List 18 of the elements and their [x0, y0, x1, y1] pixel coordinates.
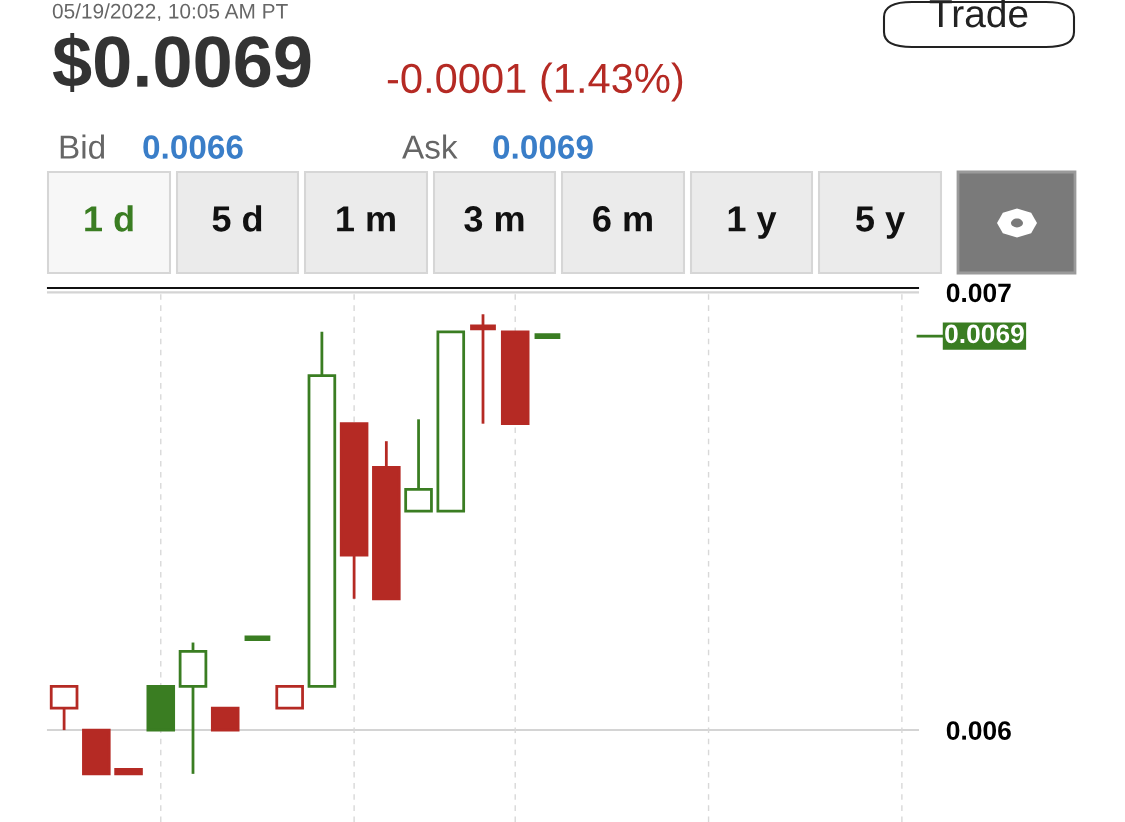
text: 05/19/2022, 10:05 AM PT: [52, 3, 288, 22]
text: Bid: [60, 134, 105, 159]
text: 6 m: [593, 206, 652, 232]
text: 0.0069: [493, 135, 593, 159]
text: 1 m: [337, 206, 395, 232]
text: 5 y: [856, 206, 905, 239]
text: 1 d: [85, 205, 133, 232]
chart-subtitle: -0.0001 (1.43%): [387, 62, 683, 102]
chart-title: $0.0069: [52, 33, 311, 93]
candlestick: [467, 312, 499, 426]
text: 5 d: [212, 205, 262, 232]
text: 0.0066: [143, 135, 243, 159]
text: 3 m: [464, 206, 524, 232]
ref-line-label: 0.0069: [945, 324, 1024, 344]
text: 1 y: [728, 206, 777, 239]
y-tick-label: 0.006: [946, 721, 1011, 740]
text: Ask: [402, 134, 458, 159]
y-tick-label: 0.007: [946, 283, 1011, 303]
